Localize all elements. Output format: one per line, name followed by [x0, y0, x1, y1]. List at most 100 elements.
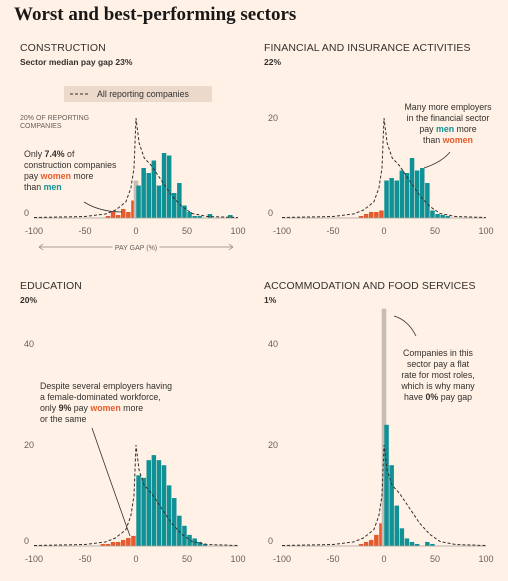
histogram-bar — [207, 214, 213, 218]
y-tick-label: 0 — [24, 536, 29, 546]
histogram-bar — [358, 216, 364, 218]
chart-panel-education: EDUCATION 20% 40 20 0 -100 -50 0 50 100 Despite … — [20, 280, 248, 576]
histogram-bar — [100, 543, 106, 546]
histogram-bar — [197, 541, 202, 546]
chart-svg: 40 20 0 -100 -50 0 50 100 Despite several employ… — [24, 339, 246, 564]
y-tick-label: 40 — [268, 339, 278, 349]
reference-curve-all-companies — [281, 117, 487, 218]
y-unit-label: 20% OF REPORTING — [20, 115, 89, 122]
histogram-bar — [399, 170, 405, 218]
histogram-bar — [172, 498, 177, 546]
histogram-bar — [384, 180, 389, 218]
histogram-bar — [156, 185, 162, 218]
histogram-bar — [131, 535, 136, 546]
panel-subtitle: 20% — [20, 295, 38, 305]
histogram-bar — [414, 170, 420, 218]
annotation-arrow — [423, 151, 451, 169]
reference-curve-all-companies — [33, 444, 239, 546]
histogram-bar — [110, 541, 116, 546]
histogram-bar — [187, 212, 192, 218]
histogram-bar — [192, 216, 197, 218]
annotation-arrow — [393, 315, 417, 337]
histogram-bar — [435, 214, 440, 218]
histogram-bar — [440, 215, 445, 218]
annotation-text: Many more employers in the financial sect… — [404, 102, 492, 145]
arrowhead — [38, 243, 44, 251]
histogram-bar — [409, 541, 415, 546]
histogram-bar — [228, 215, 233, 218]
histogram-bar — [110, 212, 116, 218]
histogram-bar — [374, 534, 379, 546]
x-tick-label: 50 — [430, 226, 440, 236]
annotation-text: Companies in this sector pay a flat rate f… — [400, 348, 475, 402]
chart-panel-accommodation: ACCOMMODATION AND FOOD SERVICES 1% 40 20 0… — [264, 280, 494, 576]
reference-curve-all-companies — [33, 117, 239, 218]
x-tick-label: 50 — [182, 554, 192, 564]
histogram-bar — [105, 216, 111, 218]
flat-rate-bar — [381, 308, 387, 546]
flat-rate-bar — [133, 180, 139, 218]
histogram-bar — [379, 523, 384, 546]
histogram-bar — [136, 185, 141, 218]
histogram-bar — [172, 193, 177, 218]
histogram-bar — [404, 538, 410, 546]
histogram-bar — [414, 543, 420, 546]
histogram-bar — [126, 212, 131, 218]
y-tick-label: 0 — [268, 208, 273, 218]
x-tick-label: -50 — [78, 226, 91, 236]
x-tick-label: 100 — [478, 554, 493, 564]
x-tick-label: 50 — [182, 226, 192, 236]
histogram-bar — [182, 205, 187, 218]
histogram-bar — [141, 477, 146, 546]
annotation-text: Despite several employers having a female… — [40, 381, 172, 424]
histogram-bar — [425, 183, 430, 218]
panel-title: CONSTRUCTION — [20, 42, 106, 54]
annotation-text: Only 7.4% of construction companies pay wo… — [24, 149, 117, 192]
x-tick-label: -50 — [78, 554, 91, 564]
histogram-bar — [105, 543, 111, 546]
histogram-bar — [161, 153, 167, 218]
histogram-bar — [374, 212, 379, 218]
panel-subtitle: Sector median pay gap 23% — [20, 57, 133, 67]
histogram-bar — [121, 539, 126, 546]
x-tick-label: -50 — [326, 226, 339, 236]
histogram-bar — [166, 485, 172, 546]
panel-subtitle: 22% — [264, 57, 282, 67]
histogram-bar — [409, 158, 415, 218]
histogram-bar — [430, 543, 435, 546]
x-tick-label: 0 — [381, 226, 386, 236]
y-tick-label: 40 — [24, 339, 34, 349]
y-tick-label: 20 — [268, 113, 278, 123]
panel-title: EDUCATION — [20, 280, 82, 292]
histogram-bar — [146, 460, 151, 546]
x-tick-label: -100 — [273, 554, 291, 564]
histogram-bar — [131, 200, 136, 218]
histogram-bar — [420, 168, 425, 218]
histogram-bar — [115, 541, 121, 546]
x-tick-label: 0 — [381, 554, 386, 564]
panel-subtitle: 1% — [264, 295, 277, 305]
x-tick-label: -100 — [25, 554, 43, 564]
histogram-bar — [369, 539, 374, 546]
x-tick-label: 100 — [230, 226, 245, 236]
reference-curve-all-companies — [281, 444, 487, 546]
page-title: Worst and best-performing sectors — [14, 4, 297, 25]
histogram-bar — [425, 541, 430, 546]
histogram-bar — [146, 173, 151, 218]
histogram-bar — [389, 178, 394, 218]
histogram-bar — [156, 460, 162, 546]
x-tick-label: 100 — [478, 226, 493, 236]
x-tick-label: -50 — [326, 554, 339, 564]
histogram-bar — [126, 537, 131, 546]
histogram-bar — [404, 173, 410, 218]
legend-box — [64, 86, 212, 102]
histogram-bar — [445, 216, 450, 218]
histogram-bar — [161, 465, 167, 546]
histogram-bar — [187, 534, 192, 546]
histogram-bar — [358, 543, 364, 546]
histogram-bar — [379, 210, 384, 218]
histogram-bar — [115, 215, 121, 218]
histogram-bar — [394, 180, 399, 218]
